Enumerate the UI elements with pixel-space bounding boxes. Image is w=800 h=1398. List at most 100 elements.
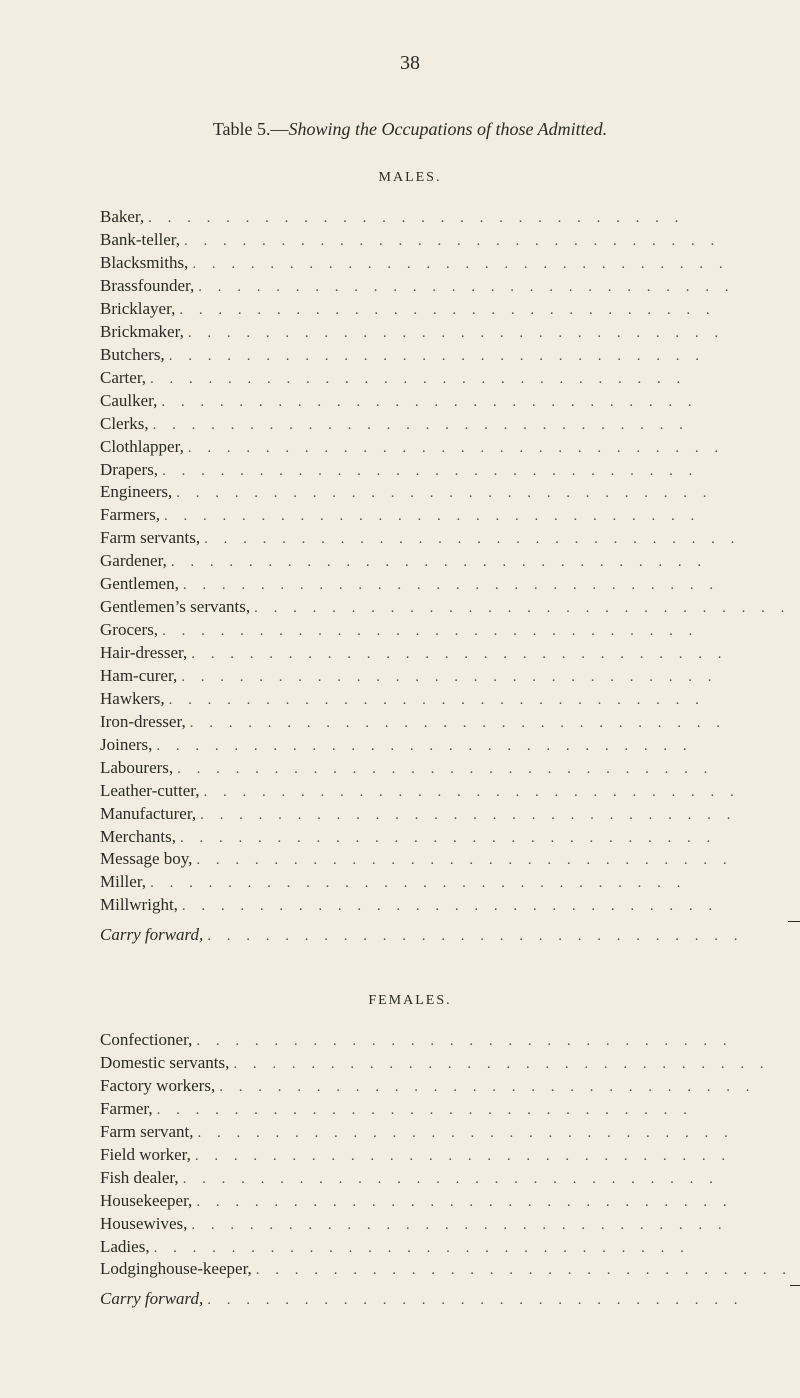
occupation-label: Merchants, xyxy=(100,826,176,849)
page: 38 Table 5.—Showing the Occupations of t… xyxy=(0,0,800,1371)
leader-dots: . . . . . . . . . . . . . . . . . . . . … xyxy=(169,346,791,366)
occupation-value: 3 xyxy=(794,688,800,711)
leader-dots: . . . . . . . . . . . . . . . . . . . . … xyxy=(171,552,791,572)
occupation-row: Manufacturer,. . . . . . . . . . . . . .… xyxy=(100,803,800,826)
leader-dots: . . . . . . . . . . . . . . . . . . . . … xyxy=(169,690,791,710)
occupation-value: 1 xyxy=(794,436,800,459)
occupation-row: Gentlemen,. . . . . . . . . . . . . . . … xyxy=(100,573,800,596)
leader-dots: . . . . . . . . . . . . . . . . . . . . … xyxy=(188,438,791,458)
occupation-label: Gentlemen, xyxy=(100,573,179,596)
occupation-label: Housewives, xyxy=(100,1213,187,1236)
occupation-label: Carter, xyxy=(100,367,146,390)
single-rule xyxy=(788,921,800,922)
occupation-label: Brassfounder, xyxy=(100,275,194,298)
occupation-label: Ham-curer, xyxy=(100,665,177,688)
occupation-label: Fish dealer, xyxy=(100,1167,179,1190)
occupation-value: 1 xyxy=(796,1098,800,1121)
occupation-value: 1 xyxy=(794,206,800,229)
occupation-value: 1 xyxy=(794,298,800,321)
occupation-label: Farm servants, xyxy=(100,527,200,550)
occupation-value: 3 xyxy=(794,413,800,436)
leader-dots: . . . . . . . . . . . . . . . . . . . . … xyxy=(153,415,791,435)
occupation-row: Iron-dresser,. . . . . . . . . . . . . .… xyxy=(100,711,800,734)
leader-dots: . . . . . . . . . . . . . . . . . . . . … xyxy=(219,1077,792,1097)
occupation-label: Labourers, xyxy=(100,757,173,780)
occupation-label: Farmers, xyxy=(100,504,160,527)
occupation-row: Clerks,. . . . . . . . . . . . . . . . .… xyxy=(100,413,800,436)
occupation-label: Message boy, xyxy=(100,848,192,871)
occupation-label: Bank-teller, xyxy=(100,229,180,252)
occupation-row: Miller,. . . . . . . . . . . . . . . . .… xyxy=(100,871,800,894)
occupation-row: Gentlemen’s servants,. . . . . . . . . .… xyxy=(100,596,800,619)
occupation-label: Gardener, xyxy=(100,550,167,573)
occupation-row: Grocers,. . . . . . . . . . . . . . . . … xyxy=(100,619,800,642)
leader-dots: . . . . . . . . . . . . . . . . . . . . … xyxy=(204,529,790,549)
occupation-label: Lodginghouse-keeper, xyxy=(100,1258,252,1281)
occupation-value: 1 xyxy=(796,1190,800,1213)
occupation-value: 6 xyxy=(794,481,800,504)
occupation-row: Gardener,. . . . . . . . . . . . . . . .… xyxy=(100,550,800,573)
leader-dots: . . . . . . . . . . . . . . . . . . . . … xyxy=(180,828,790,848)
leader-dots: . . . . . . . . . . . . . . . . . . . . … xyxy=(154,1238,792,1258)
occupation-row: Blacksmiths,. . . . . . . . . . . . . . … xyxy=(100,252,800,275)
males-columns: Baker,. . . . . . . . . . . . . . . . . … xyxy=(90,206,730,956)
occupation-row: Farmer,. . . . . . . . . . . . . . . . .… xyxy=(100,1098,800,1121)
occupation-value: 1 xyxy=(796,1144,800,1167)
leader-dots: . . . . . . . . . . . . . . . . . . . . … xyxy=(150,873,790,893)
occupation-row: Clothlapper,. . . . . . . . . . . . . . … xyxy=(100,436,800,459)
occupation-label: Farmer, xyxy=(100,1098,153,1121)
occupation-row: Millwright,. . . . . . . . . . . . . . .… xyxy=(100,894,800,917)
leader-dots: . . . . . . . . . . . . . . . . . . . . … xyxy=(183,575,791,595)
occupation-value: 1 xyxy=(794,780,800,803)
occupation-value: 2 xyxy=(794,344,800,367)
occupation-value: 1 xyxy=(796,1121,800,1144)
occupation-label: Manufacturer, xyxy=(100,803,196,826)
leader-dots: . . . . . . . . . . . . . . . . . . . . … xyxy=(182,896,790,916)
leader-dots: . . . . . . . . . . . . . . . . . . . . … xyxy=(197,1123,792,1143)
occupation-value: 1 xyxy=(794,803,800,826)
occupation-row: Bank-teller,. . . . . . . . . . . . . . … xyxy=(100,229,800,252)
leader-dots: . . . . . . . . . . . . . . . . . . . . … xyxy=(190,713,791,733)
females-columns: Confectioner,. . . . . . . . . . . . . .… xyxy=(90,1029,730,1311)
occupation-label: Butchers, xyxy=(100,344,165,367)
occupation-row: Drapers,. . . . . . . . . . . . . . . . … xyxy=(100,459,800,482)
occupation-row: Brickmaker,. . . . . . . . . . . . . . .… xyxy=(100,321,800,344)
occupation-row: Butchers,. . . . . . . . . . . . . . . .… xyxy=(100,344,800,367)
occupation-value: 2 xyxy=(794,619,800,642)
leader-dots: . . . . . . . . . . . . . . . . . . . . … xyxy=(196,1031,792,1051)
occupation-row: Ladies,. . . . . . . . . . . . . . . . .… xyxy=(100,1236,800,1259)
occupation-label: Ladies, xyxy=(100,1236,150,1259)
leader-dots: . . . . . . . . . . . . . . . . . . . . … xyxy=(161,392,790,412)
occupation-label: Caulker, xyxy=(100,390,157,413)
leader-dots: . . . . . . . . . . . . . . . . . . . . … xyxy=(196,1192,792,1212)
occupation-label: Gentlemen’s servants, xyxy=(100,596,250,619)
occupation-value: 1 xyxy=(794,665,800,688)
occupation-row: Lodginghouse-keeper,. . . . . . . . . . … xyxy=(100,1258,800,1281)
occupation-row: Field worker,. . . . . . . . . . . . . .… xyxy=(100,1144,800,1167)
occupation-row: Brassfounder,. . . . . . . . . . . . . .… xyxy=(100,275,800,298)
leader-dots: . . . . . . . . . . . . . . . . . . . . … xyxy=(184,231,790,251)
occupation-value: 1 xyxy=(794,642,800,665)
occupation-row: Joiners,. . . . . . . . . . . . . . . . … xyxy=(100,734,800,757)
leader-dots: . . . . . . . . . . . . . . . . . . . . … xyxy=(207,926,790,946)
single-rule xyxy=(790,1285,800,1286)
occupation-row: Confectioner,. . . . . . . . . . . . . .… xyxy=(100,1029,800,1052)
occupation-label: Drapers, xyxy=(100,459,158,482)
occupation-row: Carter,. . . . . . . . . . . . . . . . .… xyxy=(100,367,800,390)
occupation-value: 4 xyxy=(794,252,800,275)
occupation-row: Housekeeper,. . . . . . . . . . . . . . … xyxy=(100,1190,800,1213)
occupation-value: 1 xyxy=(794,550,800,573)
occupation-row: Message boy,. . . . . . . . . . . . . . … xyxy=(100,848,800,871)
occupation-value: 1 xyxy=(794,711,800,734)
occupation-label: Millwright, xyxy=(100,894,178,917)
occupation-row: Farm servants,. . . . . . . . . . . . . … xyxy=(100,527,800,550)
occupation-value: 2 xyxy=(794,596,800,619)
occupation-label: Carry forward, xyxy=(100,924,203,947)
occupation-value: 2 xyxy=(794,504,800,527)
leader-dots: . . . . . . . . . . . . . . . . . . . . … xyxy=(150,369,790,389)
males-left-column: Baker,. . . . . . . . . . . . . . . . . … xyxy=(90,206,800,956)
occupation-label: Joiners, xyxy=(100,734,152,757)
occupation-row: Housewives,. . . . . . . . . . . . . . .… xyxy=(100,1213,800,1236)
occupation-value: 9 xyxy=(796,1236,800,1259)
occupation-value: 73 xyxy=(796,1288,800,1311)
